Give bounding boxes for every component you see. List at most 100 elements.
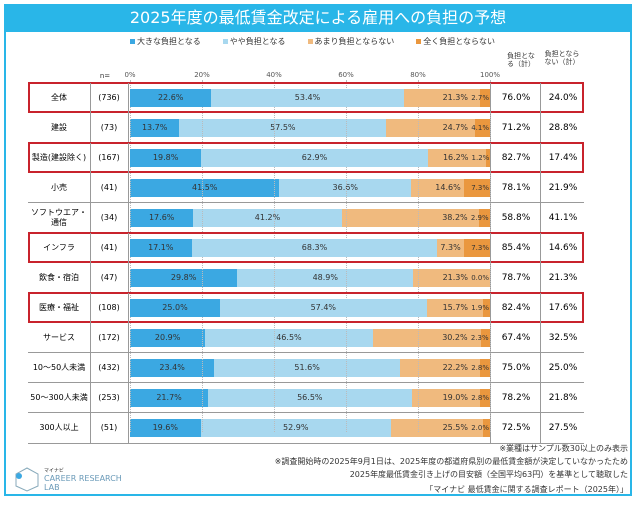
bar-segment: 7.3% <box>463 179 490 197</box>
logo-text-3: LAB <box>44 482 60 492</box>
bar-row: 10～50人未満 (432) 23.4% 51.6% 22.2% 2.8% 75.0% 25.… <box>28 352 584 383</box>
data-label: 16.2% <box>442 153 469 162</box>
legend-item: やや負担となる <box>222 36 286 47</box>
row-label: ソフトウエア・通信 <box>28 203 91 233</box>
logo: マイナビ CAREER RESEARCH LAB <box>14 466 122 492</box>
legend-item: 大きな負担となる <box>130 36 201 47</box>
stacked-bar: 13.7% 57.5% 24.7% 4.1% <box>130 119 490 137</box>
bar-segment: 14.6% <box>411 179 464 197</box>
x-tick-label: 100% <box>479 71 501 79</box>
stacked-bar: 25.0% 57.4% 15.7% 1.9% <box>130 299 490 317</box>
total-no-burden: 28.8% <box>540 113 585 143</box>
x-tick-label: 80% <box>410 71 426 79</box>
logo-text-1: マイナビ <box>44 467 64 474</box>
bar-segment: 2.8% <box>471 389 490 407</box>
stacked-bar: 17.6% 41.2% 38.2% 2.9% <box>130 209 490 227</box>
data-label: 19.0% <box>442 393 468 402</box>
bar-segment: 15.7% <box>426 299 484 317</box>
data-label: 22.2% <box>442 363 468 372</box>
row-n: (73) <box>90 113 129 143</box>
bar-row: 小売 (41) 41.5% 36.6% 14.6% 7.3% 78.1% 21.9% <box>28 172 584 203</box>
n-label: n= <box>99 72 111 80</box>
total-no-burden: 41.1% <box>540 203 585 233</box>
chart-title: 2025年度の最低賃金改定による雇用への負担の予想 <box>4 4 632 32</box>
bar-row: 飲食・宿泊 (47) 29.8% 48.9% 21.3% 0.0% 78.7% 21.3% <box>28 262 584 293</box>
bar-segment: 19.0% <box>411 389 480 407</box>
bar-segment: 2.7% <box>471 89 490 107</box>
data-label: 2.3% <box>470 334 489 342</box>
note-2: ※調査開始時の2025年9月1日は、2025年度の都道府県別の最低賃金額が決定し… <box>274 457 628 466</box>
total-burden: 85.4% <box>490 233 541 263</box>
bar-segment: 17.1% <box>130 239 192 257</box>
data-label: 2.8% <box>471 364 489 372</box>
data-label: 17.1% <box>148 243 174 252</box>
bar-segment: 53.4% <box>211 89 404 107</box>
data-label: 24.7% <box>442 123 468 132</box>
bar-segment: 25.5% <box>391 419 483 437</box>
bar-row: サービス (172) 20.9% 46.5% 30.2% 2.3% 67.4% 32.5% <box>28 322 584 353</box>
bar-segment: 7.3% <box>437 239 464 257</box>
bar-row: 建設 (73) 13.7% 57.5% 24.7% 4.1% 71.2% 28.8% <box>28 112 584 143</box>
row-n: (736) <box>90 83 129 113</box>
data-label: 36.6% <box>332 183 358 192</box>
bar-segment: 41.5% <box>130 179 280 197</box>
data-label: 21.7% <box>156 393 182 402</box>
total-no-burden: 25.0% <box>540 353 585 383</box>
row-n: (47) <box>90 263 129 293</box>
total-no-burden: 21.8% <box>540 383 585 413</box>
x-tick-label: 60% <box>338 71 354 79</box>
data-label: 0.0% <box>471 274 489 282</box>
bar-segment: 56.5% <box>208 389 412 407</box>
bar-row: 全体 (736) 22.6% 53.4% 21.3% 2.7% 76.0% 24.0% <box>28 82 584 113</box>
legend-swatch <box>130 39 135 44</box>
data-label: 7.3% <box>471 244 489 252</box>
stacked-bar: 19.8% 62.9% 16.2% 1.2% <box>130 149 491 167</box>
bar-segment: 22.2% <box>400 359 480 377</box>
row-label: 建設 <box>28 113 91 143</box>
bar-segment: 52.9% <box>200 419 391 437</box>
data-label: 38.2% <box>442 213 468 222</box>
total-no-burden: 17.4% <box>540 143 585 173</box>
data-label: 56.5% <box>297 393 323 402</box>
data-label: 15.7% <box>442 303 468 312</box>
total-no-burden: 24.0% <box>540 83 585 113</box>
data-label: 57.4% <box>310 303 337 312</box>
total-no-burden: 21.9% <box>540 173 585 203</box>
bar-segment: 1.9% <box>471 299 490 317</box>
bar-segment: 21.3% <box>403 89 481 107</box>
total-burden: 82.4% <box>490 293 541 323</box>
total-burden: 71.2% <box>490 113 541 143</box>
legend-label: 大きな負担となる <box>137 37 201 46</box>
row-n: (34) <box>90 203 129 233</box>
data-label: 1.9% <box>471 304 489 312</box>
row-n: (432) <box>90 353 129 383</box>
row-label: 飲食・宿泊 <box>28 263 91 293</box>
total-burden: 75.0% <box>490 353 541 383</box>
bar-segment: 20.9% <box>130 329 206 347</box>
data-label: 7.3% <box>440 243 461 252</box>
bar-segment: 51.6% <box>214 359 400 377</box>
total-burden: 82.7% <box>490 143 541 173</box>
bar-segment: 30.2% <box>372 329 482 347</box>
data-label: 19.6% <box>152 423 178 432</box>
bar-segment: 1.2% <box>472 149 491 167</box>
data-label: 21.3% <box>442 93 468 102</box>
bar-segment: 2.3% <box>471 329 490 347</box>
bar-segment: 25.0% <box>130 299 220 317</box>
logo-text-2: CAREER RESEARCH <box>44 473 122 483</box>
bar-segment: 46.5% <box>205 329 373 347</box>
bar-row: インフラ (41) 17.1% 68.3% 7.3% 7.3% 85.4% 14.6% <box>28 232 584 263</box>
row-n: (41) <box>90 233 129 263</box>
x-tick-label: 20% <box>194 71 210 79</box>
data-label: 68.3% <box>301 243 328 252</box>
total-burden: 78.1% <box>490 173 541 203</box>
data-label: 13.7% <box>141 123 168 132</box>
bar-segment: 62.9% <box>201 149 428 167</box>
data-label: 2.9% <box>470 214 489 222</box>
total-burden: 67.4% <box>490 323 541 353</box>
total-header-1: 負担となる（計） <box>507 52 535 68</box>
row-n: (253) <box>90 383 129 413</box>
row-n: (41) <box>90 173 129 203</box>
data-label: 30.2% <box>442 333 468 342</box>
